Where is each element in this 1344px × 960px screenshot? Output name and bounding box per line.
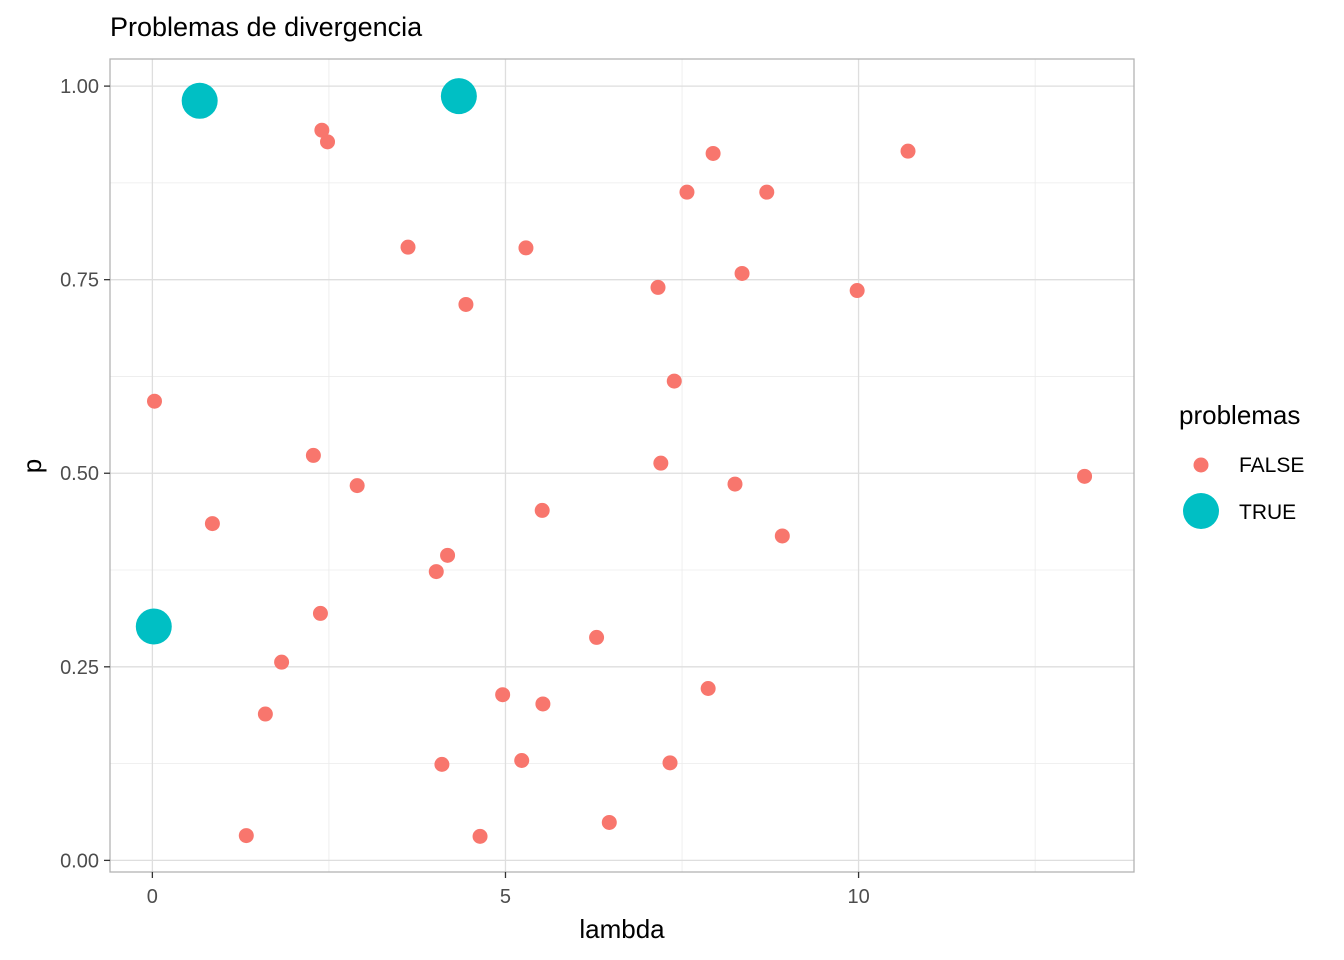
data-point-false <box>495 687 511 703</box>
y-tick-label: 1.00 <box>60 76 99 98</box>
legend-key-true <box>1183 493 1219 529</box>
x-tick-label: 10 <box>847 886 869 908</box>
data-point-false <box>514 753 530 769</box>
data-point-false <box>1077 468 1093 484</box>
data-point-false <box>314 122 330 138</box>
data-point-false <box>679 184 695 200</box>
y-tick-label: 0.25 <box>60 657 99 679</box>
major-gridlines <box>110 59 1134 872</box>
data-point-false <box>305 447 321 463</box>
data-point-false <box>734 265 750 281</box>
data-point-false <box>204 516 220 532</box>
data-point-false <box>666 373 682 389</box>
data-point-false <box>238 828 254 844</box>
x-tick-label: 5 <box>500 886 511 908</box>
data-point-false <box>312 605 328 621</box>
data-point-false <box>759 184 775 200</box>
data-point-false <box>428 564 444 580</box>
data-point-false <box>534 502 550 518</box>
legend-label-false: FALSE <box>1239 454 1304 477</box>
data-point-false <box>662 755 678 771</box>
plot-panel-border <box>109 58 1135 873</box>
y-axis-ticks: 0.00 0.25 0.50 0.75 1.00 <box>60 76 110 872</box>
data-point-false <box>535 696 551 712</box>
data-point-false <box>458 296 474 312</box>
data-point-false <box>472 828 488 844</box>
data-point-false <box>653 455 669 471</box>
x-tick-label: 0 <box>147 886 158 908</box>
y-tick-label: 0.50 <box>60 463 99 485</box>
x-axis-ticks: 0 5 10 <box>147 872 870 908</box>
data-point-false <box>274 654 290 670</box>
data-point-false <box>400 239 416 255</box>
data-point-true <box>135 608 172 645</box>
data-point-false <box>589 629 605 645</box>
data-point-false <box>257 706 273 722</box>
legend-key-false <box>1193 457 1209 473</box>
x-axis-title: lambda <box>579 914 665 944</box>
y-axis-title: p <box>17 459 47 473</box>
data-point-false <box>650 279 666 295</box>
minor-gridlines <box>110 59 1134 872</box>
y-tick-label: 0.75 <box>60 270 99 292</box>
data-point-false <box>146 393 162 409</box>
data-point-false <box>900 143 916 159</box>
data-point-false <box>349 478 365 494</box>
data-point-false <box>601 814 617 830</box>
data-point-false <box>705 145 721 161</box>
data-point-false <box>700 680 716 696</box>
legend: problemas FALSE TRUE <box>1179 400 1304 529</box>
data-points <box>135 78 1093 844</box>
data-point-false <box>849 283 865 299</box>
data-point-false <box>320 134 336 150</box>
data-point-false <box>518 240 534 256</box>
data-point-false <box>440 547 456 563</box>
chart-title: Problemas de divergencia <box>110 12 423 42</box>
legend-title: problemas <box>1179 400 1300 430</box>
y-tick-label: 0.00 <box>60 850 99 872</box>
legend-label-true: TRUE <box>1239 501 1296 524</box>
data-point-false <box>727 476 743 492</box>
data-point-false <box>434 756 450 772</box>
data-point-false <box>774 528 790 544</box>
data-point-true <box>181 82 218 119</box>
data-point-true <box>440 78 477 115</box>
